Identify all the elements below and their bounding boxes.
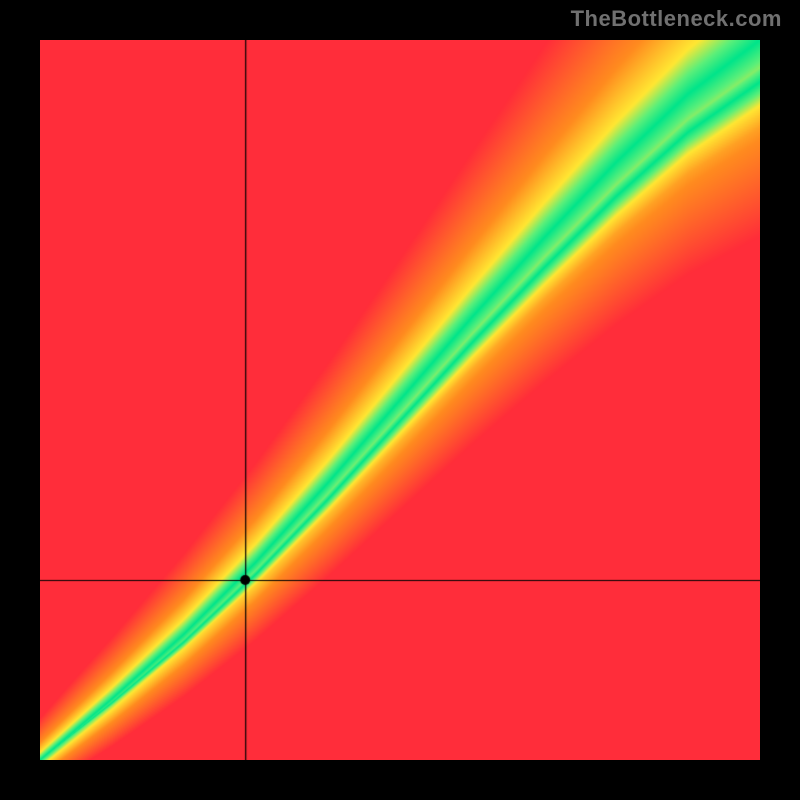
chart-container: TheBottleneck.com [0,0,800,800]
heatmap-canvas [40,40,760,760]
watermark-text: TheBottleneck.com [571,6,782,32]
plot-area [40,40,760,760]
